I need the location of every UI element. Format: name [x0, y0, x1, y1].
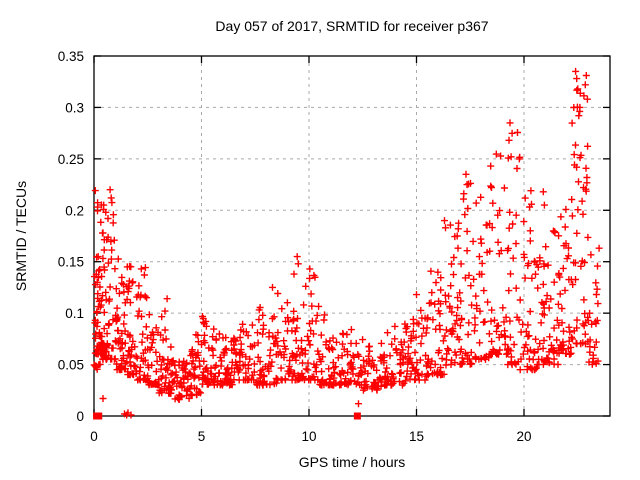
x-tick-label: 0	[90, 429, 98, 444]
x-tick-label: 20	[516, 429, 531, 444]
y-tick-labels: 0 0.05 0.1 0.15 0.2 0.25 0.3 0.35	[58, 49, 84, 424]
y-tick-label: 0.3	[65, 100, 84, 115]
scatter-points-path	[90, 67, 603, 419]
y-tick-label: 0.1	[65, 306, 84, 321]
x-tick-label: 10	[301, 429, 316, 444]
zero-value-marker	[95, 412, 103, 420]
y-tick-label: 0.25	[58, 152, 84, 167]
y-axis-label: SRMTID / TECUs	[13, 181, 29, 291]
zero-value-marker	[353, 412, 361, 420]
x-tick-label: 15	[409, 429, 424, 444]
x-tick-labels: 0 5 10 15 20	[90, 429, 531, 444]
plot-border	[93, 55, 611, 417]
x-tick-label: 5	[198, 429, 206, 444]
zero-markers	[93, 412, 361, 420]
y-tick-label: 0.05	[58, 358, 84, 373]
data-points	[90, 67, 603, 419]
y-tick-label: 0.35	[58, 49, 84, 64]
y-tick-label: 0.2	[65, 203, 84, 218]
y-tick-label: 0	[76, 409, 84, 424]
x-axis-label: GPS time / hours	[299, 454, 406, 470]
y-tick-label: 0.15	[58, 255, 84, 270]
chart-title: Day 057 of 2017, SRMTID for receiver p36…	[215, 18, 488, 34]
